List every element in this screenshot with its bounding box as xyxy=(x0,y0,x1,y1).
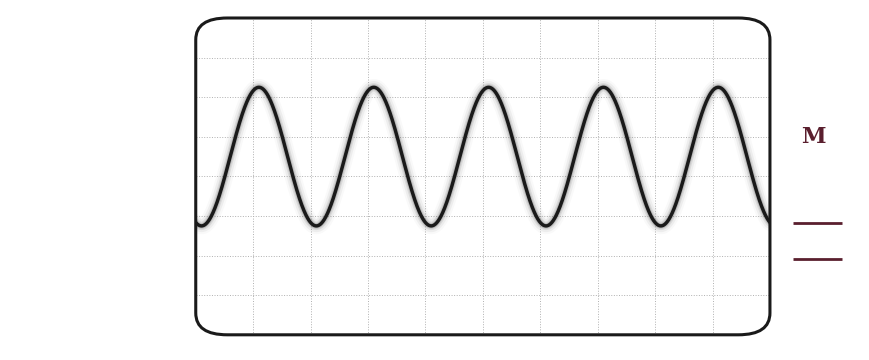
Text: M: M xyxy=(800,126,825,148)
